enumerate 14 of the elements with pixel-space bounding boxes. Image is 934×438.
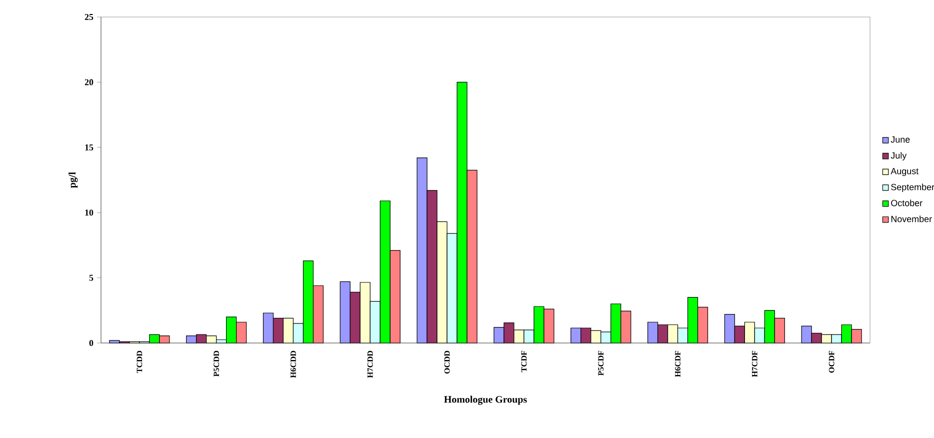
y-tick-label: 15 — [85, 144, 94, 150]
legend-label: October — [891, 200, 922, 206]
legend-label: July — [890, 152, 907, 160]
y-tick-label: 0 — [89, 340, 94, 346]
legend-label: June — [890, 136, 910, 143]
legend-label: November — [891, 216, 932, 222]
y-tick-label: 10 — [85, 210, 94, 216]
y-tick-label: 5 — [89, 274, 94, 281]
y-axis-title: pg/l — [68, 172, 78, 188]
x-axis-title: Homologue Groups — [444, 396, 527, 405]
legend-label: August — [890, 168, 919, 176]
y-tick-label: 25 — [84, 14, 94, 20]
y-tick-label: 20 — [84, 79, 94, 86]
legend-label: September — [891, 184, 934, 192]
